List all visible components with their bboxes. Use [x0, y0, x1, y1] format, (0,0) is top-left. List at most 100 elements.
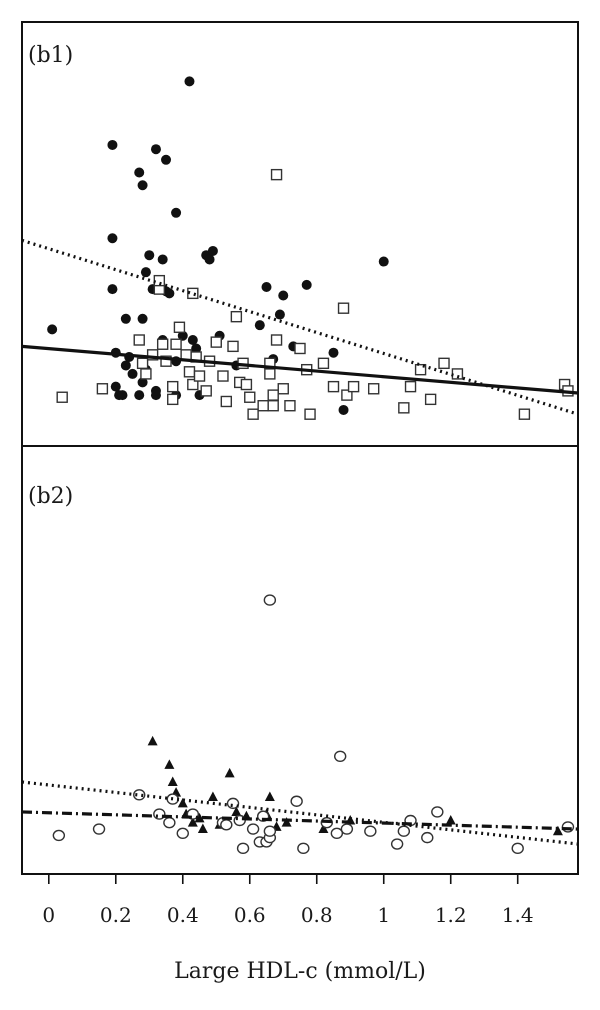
panel-b1: [21, 21, 579, 447]
data-point-open-square: [187, 378, 199, 391]
data-point-open-square: [136, 357, 149, 370]
trend-line-dotted: [21, 238, 579, 416]
x-tick-label: 1.4: [502, 903, 534, 927]
data-point-open-circle: [176, 827, 189, 840]
data-point-filled-triangle: [207, 791, 218, 801]
data-point-filled-circle: [144, 250, 155, 261]
data-point-filled-circle: [204, 254, 215, 265]
data-point-open-circle: [133, 789, 146, 801]
data-point-filled-circle: [274, 309, 285, 320]
data-point-open-square: [304, 408, 316, 420]
data-point-open-square: [398, 402, 410, 414]
data-point-filled-circle: [140, 267, 151, 278]
data-point-filled-triangle: [177, 797, 188, 808]
data-point-open-square: [294, 342, 306, 355]
data-point-open-circle: [297, 842, 310, 855]
data-point-open-square: [133, 334, 145, 346]
data-point-open-square: [210, 336, 222, 348]
data-point-open-circle: [330, 827, 344, 840]
data-point-filled-circle: [117, 390, 128, 401]
data-point-filled-circle: [191, 343, 202, 354]
data-point-filled-circle: [187, 335, 198, 345]
data-point-open-square: [56, 391, 68, 403]
data-point-filled-circle: [134, 167, 145, 178]
data-point-open-square: [438, 357, 450, 370]
data-point-filled-triangle: [187, 817, 198, 827]
data-point-open-circle: [163, 816, 176, 829]
data-point-open-circle: [397, 825, 411, 837]
data-point-open-square: [167, 393, 179, 406]
data-point-open-circle: [236, 842, 250, 855]
data-point-filled-triangle: [167, 776, 178, 786]
data-point-filled-circle: [278, 290, 289, 301]
data-point-open-square: [217, 370, 229, 382]
x-tick-label: 0.8: [301, 903, 333, 927]
data-point-filled-circle: [127, 368, 138, 379]
data-point-open-circle: [333, 750, 347, 762]
data-point-open-circle: [340, 823, 354, 835]
data-point-filled-circle: [120, 313, 131, 324]
trend-line-solid: [21, 344, 579, 395]
data-point-filled-triangle: [231, 806, 242, 816]
x-tick-label: 0: [42, 903, 55, 927]
data-point-open-square: [270, 334, 283, 346]
data-point-open-square: [227, 340, 239, 353]
data-point-filled-circle: [338, 404, 349, 415]
data-point-open-square: [193, 370, 206, 382]
data-point-filled-triangle: [264, 791, 275, 801]
data-point-open-square: [267, 389, 279, 401]
data-point-open-square: [277, 383, 289, 395]
data-point-open-square: [173, 321, 186, 333]
data-point-filled-triangle: [197, 823, 208, 834]
data-point-filled-circle: [150, 144, 161, 155]
panel-b2: [21, 445, 579, 875]
data-point-filled-triangle: [194, 812, 205, 823]
data-point-open-square: [367, 383, 380, 395]
data-point-open-square: [200, 385, 212, 397]
data-point-filled-triangle: [318, 823, 329, 834]
data-point-open-square: [170, 338, 182, 350]
panel-label-b2: (b2): [28, 484, 73, 509]
data-point-open-circle: [246, 823, 260, 835]
data-point-open-square: [247, 408, 259, 420]
x-tick-label: 0.4: [167, 903, 199, 927]
data-point-open-square: [96, 383, 109, 395]
x-tick-label: 1: [377, 903, 390, 927]
data-point-open-square: [156, 338, 169, 350]
data-point-filled-circle: [161, 154, 172, 165]
data-point-open-square: [257, 400, 269, 412]
x-tick-label: 1.2: [435, 903, 467, 927]
data-point-filled-circle: [134, 390, 145, 401]
data-point-filled-triangle: [552, 825, 563, 836]
data-point-open-square: [347, 380, 360, 393]
data-point-open-square: [327, 380, 340, 393]
data-point-filled-circle: [110, 381, 121, 392]
data-point-open-circle: [233, 814, 246, 827]
panel-frame: [21, 21, 579, 447]
data-point-open-circle: [226, 797, 240, 810]
data-point-filled-circle: [137, 313, 148, 324]
data-point-filled-circle: [150, 385, 161, 396]
data-point-open-circle: [561, 821, 575, 833]
panel-label-b1: (b1): [28, 43, 73, 68]
data-point-open-circle: [263, 825, 277, 837]
data-point-filled-circle: [107, 139, 118, 150]
data-point-open-square: [167, 380, 179, 393]
data-point-open-square: [284, 400, 296, 412]
data-point-open-square: [267, 400, 279, 412]
data-point-open-square: [240, 378, 253, 391]
data-point-filled-triangle: [224, 767, 235, 778]
data-point-open-square: [160, 355, 172, 367]
data-point-filled-circle: [207, 245, 218, 256]
panel-frame: [21, 445, 579, 875]
data-point-filled-circle: [328, 347, 339, 358]
data-point-open-circle: [220, 819, 233, 831]
data-point-open-square: [244, 391, 256, 403]
data-point-filled-circle: [301, 279, 312, 290]
data-point-filled-circle: [171, 207, 182, 218]
data-point-filled-triangle: [147, 735, 158, 746]
data-point-open-circle: [421, 831, 434, 844]
data-point-filled-circle: [261, 282, 272, 292]
data-point-open-square: [230, 310, 243, 323]
